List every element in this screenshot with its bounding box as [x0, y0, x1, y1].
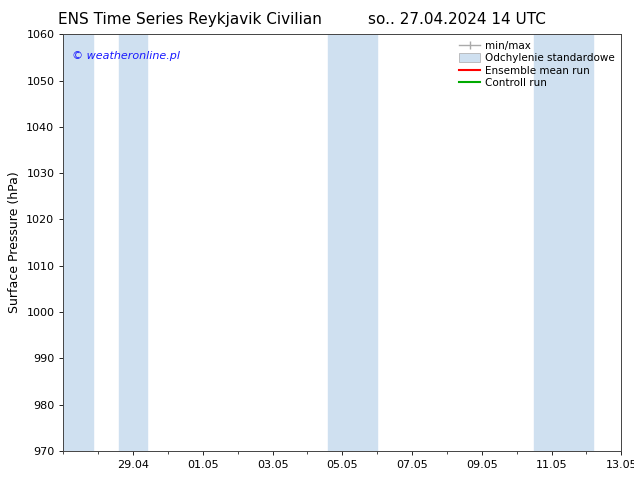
Text: so.. 27.04.2024 14 UTC: so.. 27.04.2024 14 UTC — [368, 12, 545, 27]
Bar — [564, 34, 593, 451]
Bar — [328, 34, 359, 451]
Bar — [359, 34, 377, 451]
Bar — [119, 34, 147, 451]
Text: ENS Time Series Reykjavik Civilian: ENS Time Series Reykjavik Civilian — [58, 12, 322, 27]
Bar — [534, 34, 564, 451]
Text: © weatheronline.pl: © weatheronline.pl — [72, 51, 180, 61]
Bar — [63, 34, 93, 451]
Y-axis label: Surface Pressure (hPa): Surface Pressure (hPa) — [8, 172, 21, 314]
Legend: min/max, Odchylenie standardowe, Ensemble mean run, Controll run: min/max, Odchylenie standardowe, Ensembl… — [456, 37, 618, 92]
